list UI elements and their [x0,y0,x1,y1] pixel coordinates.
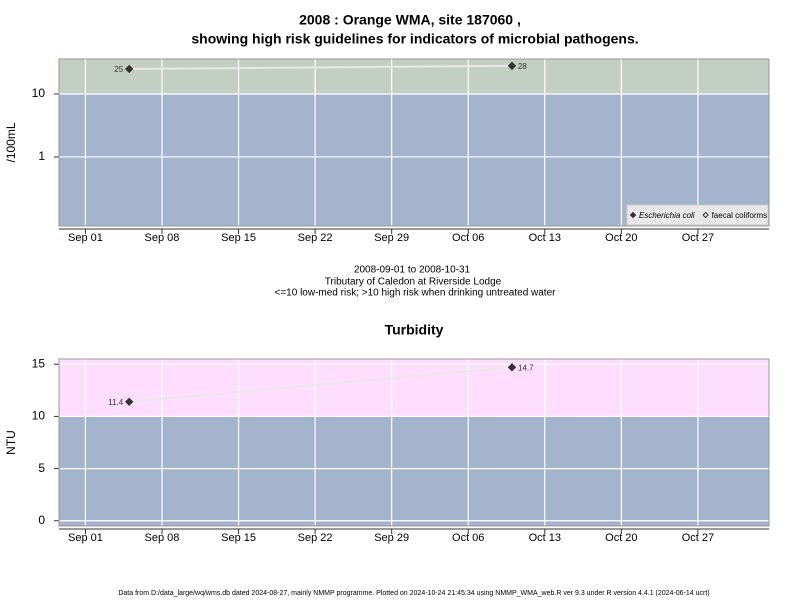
x-tick-label: Oct 27 [682,532,714,544]
subtitle: 2008-09-01 to 2008-10-31 [354,265,471,276]
chart-title: 2008 : Orange WMA, site 187060 , [299,12,521,28]
subtitle: Tributary of Caledon at Riverside Lodge [325,277,502,288]
data-label: 14.7 [518,363,534,372]
data-point [507,61,517,71]
y-tick-label: 5 [38,461,45,475]
x-tick-label: Oct 27 [682,232,714,244]
legend-marker [629,211,637,219]
data-point [507,363,517,372]
subtitle: <=10 low-med risk; >10 high risk when dr… [275,288,557,299]
x-tick-label: Sep 08 [145,232,180,244]
legend-marker [702,211,709,219]
y-tick-label: 15 [32,356,46,370]
y-tick-label: 0 [38,513,45,527]
x-tick-label: Sep 01 [68,532,103,544]
series-line [129,64,512,70]
x-tick-label: Sep 29 [374,532,409,544]
x-tick-label: Sep 08 [145,532,180,544]
risk-band [59,59,769,95]
x-tick-label: Oct 20 [605,532,637,544]
data-label: 25 [114,65,123,74]
chart-title: showing high risk guidelines for indicat… [191,31,638,47]
risk-band [59,359,769,417]
y-tick-label: 1 [38,149,45,163]
data-point [124,64,134,74]
y-tick-label: 10 [32,86,46,100]
x-tick-label: Sep 15 [221,232,256,244]
x-tick-label: Oct 06 [452,532,484,544]
x-tick-label: Oct 20 [605,232,637,244]
x-tick-label: Sep 22 [298,532,333,544]
footer: Data from D:/data_large/wq/wms.db dated … [118,590,709,597]
data-label: 28 [518,62,527,71]
data-point [124,397,134,407]
plot-border [58,358,770,527]
x-tick-label: Oct 13 [529,532,561,544]
x-tick-label: Oct 13 [529,232,561,244]
x-tick-label: Sep 01 [68,232,103,244]
x-tick-label: Sep 29 [374,232,409,244]
legend-label: Escherichia coli [639,211,695,220]
legend-box [626,204,769,226]
x-tick-label: Sep 22 [298,232,333,244]
plot-border [58,58,770,227]
x-tick-label: Sep 15 [221,532,256,544]
series-line [129,366,513,403]
data-label: 11.4 [108,398,124,407]
legend: Escherichia coli faecal coliforms [626,204,769,226]
legend-label: faecal coliforms [712,211,768,220]
chart-title: Turbidity [385,322,444,338]
y-tick-label: 10 [32,409,46,423]
x-tick-label: Oct 06 [452,232,484,244]
y-axis-label: /100mL [4,122,18,162]
y-axis-label: NTU [4,430,18,455]
